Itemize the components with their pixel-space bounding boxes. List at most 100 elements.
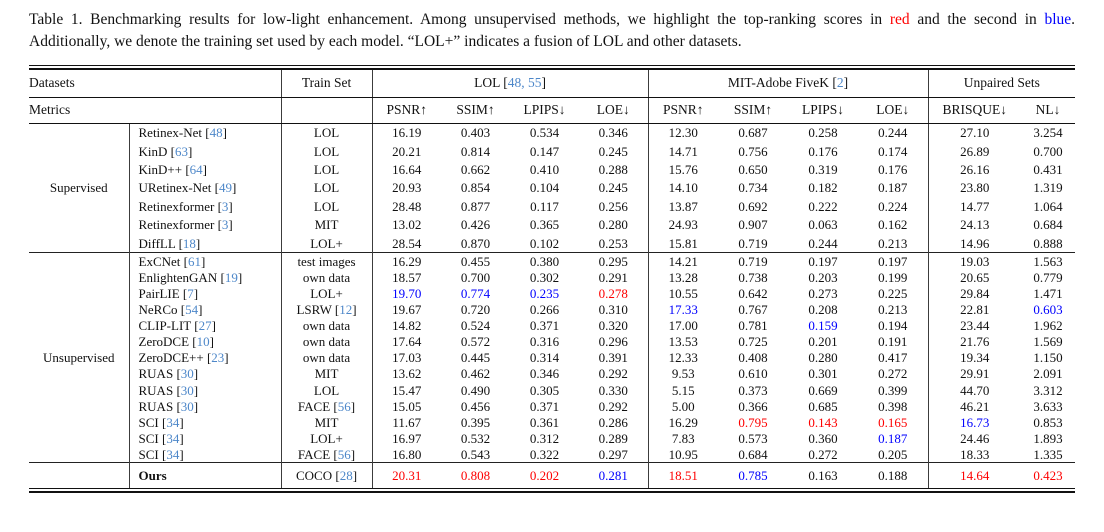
metric-value: 12.33 (647, 349, 719, 366)
metric-value: 10.55 (647, 285, 719, 302)
citation-ref[interactable]: [12] (334, 302, 357, 318)
method-name: ZeroDCE (138, 334, 190, 350)
method-cell: SCI [34] (128, 430, 282, 447)
citation-number: 48 (209, 125, 223, 141)
citation-ref[interactable]: [56] (333, 398, 356, 414)
metric-value: 20.31 (371, 462, 442, 488)
metric-value: 0.524 (460, 318, 491, 334)
lol-dataset-header: LOL [48, 55] (371, 69, 649, 98)
metric-value: 0.814 (460, 143, 491, 159)
metric-header: BRISQUE↓ (927, 97, 1022, 124)
citation-number: 2 (836, 74, 844, 90)
citation-ref[interactable]: [3] (217, 198, 233, 214)
method-cell: DiffLL [18] (128, 233, 282, 253)
method-cell: ExCNet [61] (128, 252, 282, 270)
citation-ref[interactable]: [49] (214, 180, 237, 196)
citation-number: 28 (339, 467, 353, 483)
metric-value: 0.361 (529, 414, 560, 430)
dataset-name: LOL (474, 74, 500, 90)
train-set-name: LOL (313, 382, 340, 398)
citation-ref[interactable]: [54] (180, 302, 203, 318)
citation-ref[interactable]: [30] (176, 398, 199, 414)
method-name: KinD++ (138, 162, 183, 178)
metric-value: 0.398 (878, 398, 908, 414)
citation-number: 30 (180, 382, 194, 398)
header-row-metrics: Metrics PSNR↑ SSIM↑ LPIPS↓ LOE↓ PSNR↑ SS… (29, 97, 1076, 124)
metric-value: 0.320 (598, 318, 628, 334)
metric-value: 0.870 (460, 235, 491, 251)
metric-value: 0.725 (738, 334, 768, 350)
metric-value: 14.64 (927, 462, 1022, 488)
citation-ref[interactable]: [64] (185, 162, 207, 178)
metric-value: 16.97 (371, 430, 442, 447)
citation-ref[interactable]: [10] (192, 334, 214, 350)
citation-ref[interactable]: [61] (183, 253, 206, 269)
method-cell: RUAS [30] (128, 365, 282, 382)
method-cell: KinD++ [64] (128, 160, 282, 179)
citation-ref[interactable]: [63] (170, 143, 193, 159)
dataset-name: MIT-Adobe FiveK (727, 74, 830, 90)
metric-value: 0.316 (529, 334, 560, 350)
metric-value: 1.064 (1033, 198, 1063, 214)
metric-value: 28.48 (371, 197, 442, 216)
metric-value: 0.445 (460, 350, 491, 366)
citation-number: 23 (211, 350, 225, 366)
metric-value: 0.266 (529, 302, 560, 318)
table-row: Ours COCO [28] 20.31 0.808 0.202 0.281 18.51 0.… (29, 462, 1075, 488)
citation-ref[interactable]: [19] (220, 269, 243, 285)
metric-value: 0.213 (878, 302, 908, 318)
train-set-name: LOL (313, 180, 340, 196)
citation-number: 27 (198, 318, 212, 334)
metric-value: 0.063 (808, 217, 838, 233)
metric-value: 23.80 (927, 178, 1022, 198)
citation-ref[interactable]: [7] (182, 285, 199, 301)
train-set-name: own data (302, 350, 351, 366)
metric-value: 0.687 (738, 125, 768, 141)
metric-value: 0.174 (878, 143, 908, 159)
citation-ref[interactable]: [30] (176, 382, 199, 398)
citation-ref[interactable]: [30] (176, 366, 199, 382)
citation-ref[interactable]: [56] (333, 446, 356, 462)
metric-value: 0.291 (598, 269, 628, 285)
citation-number: 34 (166, 446, 180, 462)
metric-value: 0.403 (460, 125, 491, 141)
metric-value: 16.64 (371, 160, 442, 179)
metric-value: 0.395 (460, 414, 491, 430)
citation-ref[interactable]: [48, 55] (503, 74, 546, 90)
citation-ref[interactable]: [18] (178, 235, 201, 251)
citation-ref[interactable]: [23] (206, 350, 229, 366)
metric-value: 0.295 (598, 253, 628, 269)
metric-value: 44.70 (927, 382, 1022, 399)
citation-ref[interactable]: [34] (161, 414, 184, 430)
citation-ref[interactable]: [28] (335, 467, 358, 483)
citation-ref[interactable]: [34] (161, 430, 184, 446)
metric-value: 1.569 (1033, 334, 1063, 350)
method-cell: RUAS [30] (128, 398, 282, 415)
citation-ref[interactable]: [2] (832, 74, 849, 90)
metric-value: 0.572 (460, 334, 491, 350)
table-top-rule (29, 64, 1075, 70)
train-set-name: FACE (297, 398, 331, 414)
metric-value: 0.188 (878, 467, 908, 483)
mit-dataset-header: MIT-Adobe FiveK [2] (647, 69, 929, 98)
metric-value: 0.159 (808, 318, 838, 334)
metric-value: 0.273 (808, 285, 838, 301)
train-set-name: LOL+ (310, 235, 343, 251)
metric-value: 19.70 (371, 285, 442, 302)
metric-header: PSNR↑ (371, 97, 442, 124)
citation-ref[interactable]: [27] (194, 318, 216, 334)
metric-value: 13.87 (647, 197, 719, 216)
metric-value: 20.93 (371, 178, 442, 198)
metric-header: LOE↓ (579, 97, 649, 124)
metric-value: 0.280 (598, 217, 628, 233)
metric-value: 0.853 (1033, 414, 1063, 430)
citation-ref[interactable]: [34] (161, 446, 184, 462)
table-row: RUAS [30] LOL 15.47 0.490 0.305 0.330 5.15 0.37… (29, 382, 1075, 399)
metric-value: 13.28 (647, 269, 719, 286)
table-caption: Table 1. Benchmarking results for low-li… (29, 9, 1075, 54)
citation-ref[interactable]: [3] (217, 217, 233, 233)
table-row: ZeroDCE++ [23] own data 17.03 0.445 0.314 0.3… (29, 349, 1075, 366)
caption-red-word: red (889, 11, 910, 28)
citation-ref[interactable]: [48] (205, 125, 227, 141)
table-row: Retinexformer [3] MIT 13.02 0.426 0.365 0.280… (29, 215, 1075, 234)
